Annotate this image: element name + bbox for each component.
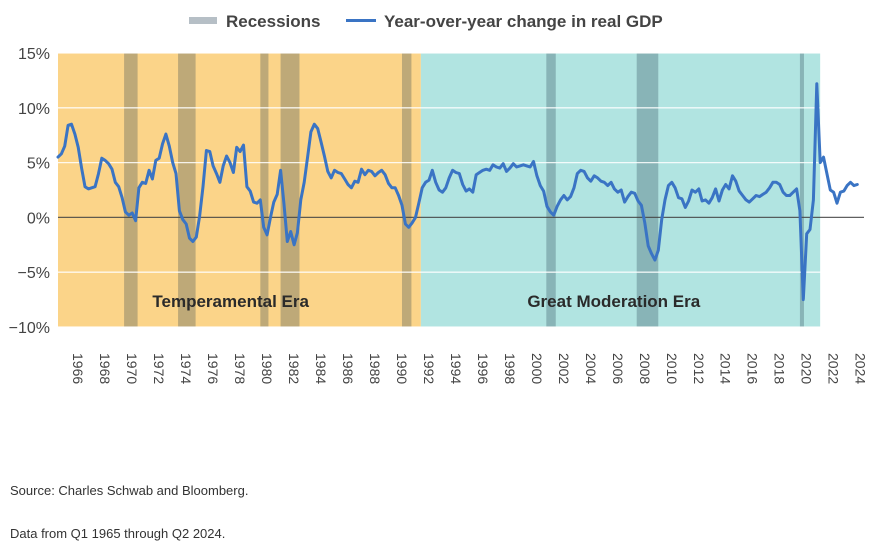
x-tick-label: 1966 xyxy=(70,353,86,384)
series-lines xyxy=(56,82,859,302)
recession-band-0 xyxy=(124,53,138,327)
legend: Recessions Year-over-year change in real … xyxy=(189,12,663,31)
y-tick-label: −5% xyxy=(18,265,50,282)
x-tick-label: 1970 xyxy=(124,353,140,384)
era-band-0 xyxy=(58,53,421,327)
x-tick-label: 2010 xyxy=(664,353,680,384)
y-axis: 15% 10% 5% 0% −5% −10% xyxy=(9,46,50,337)
x-tick-label: 1998 xyxy=(502,353,518,384)
x-tick-label: 2024 xyxy=(853,353,869,384)
y-tick-label: 15% xyxy=(18,46,50,63)
x-tick-label: 1994 xyxy=(448,353,464,384)
gdp-line xyxy=(56,82,859,302)
x-tick-label: 2022 xyxy=(826,353,842,384)
x-tick-label: 1996 xyxy=(475,353,491,384)
era-labels: Temperamental Era Great Moderation Era xyxy=(152,292,700,311)
legend-swatch-recessions xyxy=(189,17,217,24)
x-tick-label: 1988 xyxy=(367,353,383,384)
y-tick-label: 10% xyxy=(18,101,50,118)
x-tick-label: 2006 xyxy=(610,353,626,384)
x-tick-label: 2008 xyxy=(637,353,653,384)
x-tick-label: 1980 xyxy=(259,353,275,384)
source-note: Source: Charles Schwab and Bloomberg. xyxy=(10,483,249,498)
x-tick-label: 2016 xyxy=(745,353,761,384)
x-tick-label: 1990 xyxy=(394,353,410,384)
era-label: Great Moderation Era xyxy=(527,292,700,311)
x-tick-label: 1968 xyxy=(97,353,113,384)
x-tick-label: 2018 xyxy=(772,353,788,384)
x-tick-label: 2020 xyxy=(799,353,815,384)
x-tick-label: 1992 xyxy=(421,353,437,384)
recession-band-1 xyxy=(178,53,196,327)
x-tick-label: 1986 xyxy=(340,353,356,384)
x-tick-label: 1976 xyxy=(205,353,221,384)
x-tick-label: 2004 xyxy=(583,353,599,384)
recession-band-7 xyxy=(799,53,804,327)
recession-band-2 xyxy=(260,53,269,327)
recession-band-4 xyxy=(401,53,412,327)
legend-label-gdp: Year-over-year change in real GDP xyxy=(384,12,663,31)
recession-band-6 xyxy=(636,53,659,327)
x-tick-label: 1974 xyxy=(178,353,194,384)
x-tick-label: 1978 xyxy=(232,353,248,384)
x-tick-label: 2012 xyxy=(691,353,707,384)
x-tick-label: 1972 xyxy=(151,353,167,384)
recession-band-3 xyxy=(280,53,300,327)
x-tick-label: 2014 xyxy=(718,353,734,384)
era-label: Temperamental Era xyxy=(152,292,309,311)
y-tick-label: 0% xyxy=(27,210,50,227)
gdp-chart: 15%10%5%0%−5%−10% 1966 1968 1970 1972 1974 19… xyxy=(9,12,869,384)
x-tick-label: 1982 xyxy=(286,353,302,384)
x-axis: 1966 1968 1970 1972 1974 1976 1978 1980 1982 1984… xyxy=(70,353,868,384)
y-tick-label: 5% xyxy=(27,156,50,173)
legend-label-recessions: Recessions xyxy=(226,12,321,31)
data-range-note: Data from Q1 1965 through Q2 2024. xyxy=(10,526,226,541)
gridlines xyxy=(58,52,864,328)
y-tick-label: −10% xyxy=(9,320,50,337)
x-tick-label: 2000 xyxy=(529,353,545,384)
recession-band-5 xyxy=(546,53,556,327)
x-tick-label: 1984 xyxy=(313,353,329,384)
x-tick-label: 2002 xyxy=(556,353,572,384)
